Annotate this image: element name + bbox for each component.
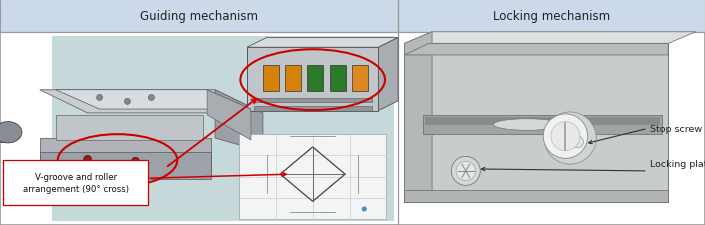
Bar <box>0 0 398 33</box>
Bar <box>330 66 345 92</box>
Bar <box>352 66 368 92</box>
Text: Locking plate: Locking plate <box>650 159 705 168</box>
Bar <box>254 106 372 111</box>
Polygon shape <box>405 44 668 202</box>
Circle shape <box>551 122 580 151</box>
Circle shape <box>99 169 108 177</box>
Circle shape <box>572 137 584 148</box>
Circle shape <box>97 95 103 101</box>
Polygon shape <box>405 190 668 202</box>
Polygon shape <box>247 38 398 48</box>
Bar <box>0 123 8 142</box>
Bar <box>52 37 394 221</box>
Circle shape <box>451 157 480 186</box>
Polygon shape <box>405 33 432 202</box>
Polygon shape <box>207 90 251 140</box>
Circle shape <box>362 207 367 212</box>
Circle shape <box>125 99 130 105</box>
Bar <box>425 117 660 125</box>
Text: Guiding mechanism: Guiding mechanism <box>140 10 258 23</box>
Polygon shape <box>40 138 211 171</box>
Circle shape <box>544 112 596 164</box>
Circle shape <box>84 156 92 164</box>
Text: Stop screw: Stop screw <box>650 124 702 133</box>
Text: V-groove and roller
arrangement (90° cross): V-groove and roller arrangement (90° cro… <box>23 172 129 193</box>
Circle shape <box>544 114 588 159</box>
Bar <box>398 0 705 33</box>
Circle shape <box>131 158 140 166</box>
Bar <box>307 66 323 92</box>
Polygon shape <box>405 44 668 56</box>
FancyBboxPatch shape <box>3 160 148 205</box>
Text: Locking mechanism: Locking mechanism <box>493 10 611 23</box>
Polygon shape <box>56 115 203 140</box>
Bar <box>285 66 301 92</box>
Polygon shape <box>56 90 251 110</box>
Ellipse shape <box>493 119 561 131</box>
Circle shape <box>108 163 116 171</box>
Bar <box>423 115 662 135</box>
Circle shape <box>456 162 475 181</box>
Bar <box>239 135 386 219</box>
Polygon shape <box>405 33 696 44</box>
Ellipse shape <box>0 122 22 143</box>
Bar <box>263 66 278 92</box>
Polygon shape <box>379 38 398 111</box>
Polygon shape <box>40 152 211 179</box>
Polygon shape <box>40 90 263 113</box>
Circle shape <box>148 95 154 101</box>
Bar <box>254 98 372 103</box>
Bar <box>247 48 379 111</box>
Polygon shape <box>215 90 263 152</box>
